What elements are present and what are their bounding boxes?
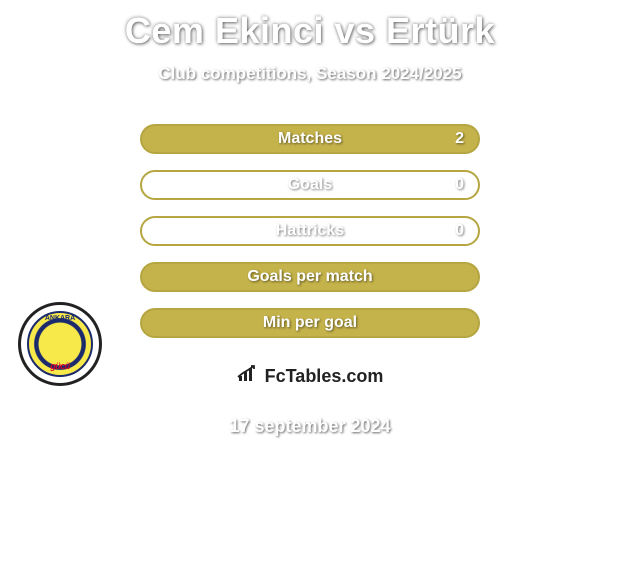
stat-bar: Matches 2 bbox=[140, 124, 480, 154]
club-badge-top-text: ANKARA bbox=[29, 315, 91, 322]
stat-bar: Hattricks 0 bbox=[140, 216, 480, 246]
stat-label: Goals bbox=[288, 176, 332, 194]
stat-row: Hattricks 0 bbox=[0, 216, 620, 246]
stat-row: Matches 2 bbox=[0, 124, 620, 154]
stat-value: 0 bbox=[455, 222, 464, 240]
stat-row: Goals 0 bbox=[0, 170, 620, 200]
decoration-ellipse-right-2 bbox=[507, 302, 612, 328]
stat-value: 2 bbox=[455, 130, 464, 148]
stat-label: Min per goal bbox=[263, 314, 357, 332]
page-title: Cem Ekinci vs Ertürk bbox=[0, 0, 620, 52]
chart-icon bbox=[237, 365, 259, 388]
club-badge-inner: ANKARA gücü bbox=[27, 311, 93, 377]
brand-logo[interactable]: FcTables.com bbox=[202, 354, 418, 398]
decoration-ellipse-left bbox=[8, 249, 113, 275]
stat-bar: Goals 0 bbox=[140, 170, 480, 200]
stat-bar: Min per goal bbox=[140, 308, 480, 338]
stat-label: Hattricks bbox=[276, 222, 344, 240]
club-badge: ANKARA gücü bbox=[18, 302, 102, 386]
stats-area: ANKARA gücü Matches2Goals0Hattricks0Goal… bbox=[0, 124, 620, 338]
subtitle: Club competitions, Season 2024/2025 bbox=[0, 64, 620, 84]
club-badge-bottom-text: gücü bbox=[29, 361, 91, 371]
brand-name: FcTables.com bbox=[265, 366, 384, 387]
date-text: 17 september 2024 bbox=[0, 416, 620, 437]
stat-label: Matches bbox=[278, 130, 342, 148]
stat-label: Goals per match bbox=[247, 268, 372, 286]
decoration-ellipse-right-1 bbox=[507, 249, 612, 275]
stat-value: 0 bbox=[455, 176, 464, 194]
stat-bar: Goals per match bbox=[140, 262, 480, 292]
